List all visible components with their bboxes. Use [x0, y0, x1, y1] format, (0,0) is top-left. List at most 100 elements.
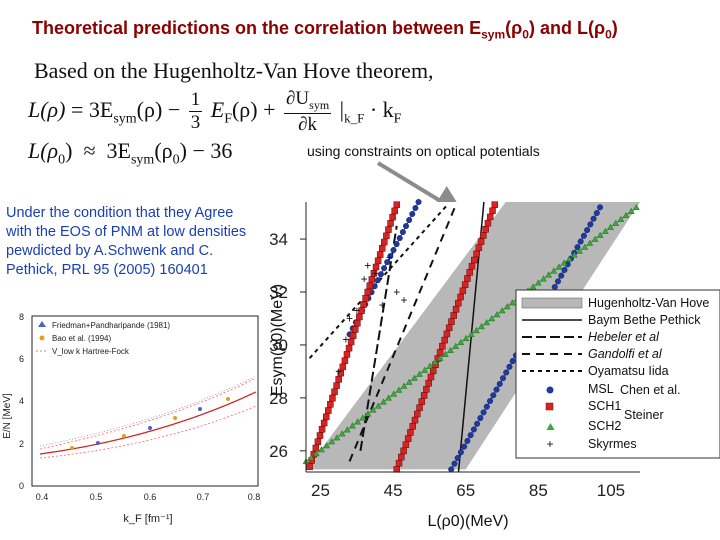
equation-2: L(ρ0) ≈ 3Esym(ρ0) − 36	[28, 138, 233, 168]
series-line-2	[348, 206, 456, 462]
data-point-triangle	[576, 247, 583, 254]
data-point-circle	[493, 386, 500, 393]
pointer-arrow	[376, 161, 466, 217]
inset-xtick: 0.7	[197, 492, 210, 502]
data-point-circle	[551, 284, 558, 291]
data-point-triangle	[534, 279, 542, 286]
data-point-circle	[574, 244, 581, 251]
y-tick-label: 30	[269, 336, 288, 355]
y-tick-label: 26	[269, 442, 288, 461]
data-point-triangle	[426, 362, 434, 369]
data-point-triangle	[380, 398, 387, 405]
data-point-circle	[597, 204, 604, 211]
inset-ytick: 6	[19, 354, 24, 364]
data-point-circle	[487, 397, 494, 404]
data-point-circle	[454, 454, 461, 461]
data-point-triangle	[473, 326, 480, 334]
data-point-triangle	[545, 271, 552, 278]
data-point-square	[402, 441, 410, 448]
data-point-circle	[448, 466, 455, 473]
skyrme-point: +	[371, 266, 378, 280]
data-point-square	[475, 244, 483, 251]
inset-ytick: 2	[19, 439, 24, 449]
data-point-circle	[483, 403, 490, 410]
legend-key-triangle	[546, 423, 555, 430]
data-point-triangle	[498, 307, 506, 314]
data-point-triangle	[571, 251, 578, 258]
inset-upper-band	[39, 377, 257, 450]
data-point-circle	[490, 392, 497, 399]
data-point-square	[312, 444, 320, 452]
data-point-square	[331, 388, 338, 396]
data-point-triangle	[478, 322, 485, 330]
data-point-circle	[561, 266, 568, 273]
legend-label: Baym Bethe Pethick	[588, 313, 701, 327]
data-point-circle	[381, 265, 388, 272]
inset-xlabel: k_F [fm⁻¹]	[123, 513, 172, 525]
data-point-square	[325, 407, 332, 414]
data-point-square	[411, 416, 419, 424]
data-point-triangle	[338, 430, 346, 437]
data-point-triangle	[416, 370, 423, 377]
data-point-circle	[406, 217, 413, 224]
data-point-circle	[384, 259, 391, 266]
data-point-square	[477, 238, 485, 245]
data-point-triangle	[405, 378, 413, 385]
inset-xtick: 0.5	[90, 492, 103, 502]
data-point-triangle	[369, 406, 377, 413]
inset-legend-label: V_low k Hartree-Fock	[52, 347, 130, 356]
data-point-circle	[499, 375, 506, 382]
data-point-triangle	[411, 374, 418, 381]
data-point-triangle	[581, 243, 589, 250]
data-point-circle	[587, 221, 594, 228]
data-point-circle	[477, 415, 484, 422]
inset-ytick: 8	[19, 312, 24, 322]
data-point-square	[314, 438, 322, 445]
data-point-circle	[451, 460, 458, 467]
data-point-square	[391, 207, 398, 215]
data-point-triangle	[374, 402, 382, 409]
data-point-square	[329, 394, 336, 402]
inset-xtick: 0.8	[248, 492, 261, 502]
skyrme-point: +	[353, 304, 360, 318]
data-point-square	[455, 299, 462, 307]
data-point-triangle	[431, 358, 439, 365]
data-point-square	[466, 269, 473, 276]
legend-key-circle	[546, 386, 554, 394]
data-point-triangle	[307, 454, 315, 461]
data-point-triangle	[529, 283, 537, 290]
data-point-square	[407, 429, 414, 436]
data-point-circle	[387, 253, 394, 260]
data-point-square	[376, 251, 384, 258]
data-point-triangle	[509, 299, 516, 306]
data-point-square	[414, 410, 421, 418]
data-point-square	[374, 257, 382, 265]
data-point-triangle	[447, 346, 454, 353]
data-point-square	[320, 419, 328, 427]
data-point-circle	[415, 198, 422, 205]
inset-chart: 0 2 4 6 8 0.4 0.5 0.6 0.7 0.8 E/N [MeV] …	[2, 312, 261, 525]
data-point-square	[333, 382, 340, 389]
data-point-triangle	[560, 259, 568, 266]
data-point-triangle	[385, 394, 392, 401]
legend-key-band	[521, 297, 583, 309]
inset-legend-label: Bao et al. (1994)	[52, 334, 111, 343]
inset-ylabel: E/N [MeV]	[2, 393, 13, 439]
data-point-triangle	[617, 215, 625, 222]
data-point-triangle	[364, 410, 372, 417]
data-point-square	[491, 201, 499, 208]
y-tick-label: 32	[269, 283, 288, 302]
data-point-circle	[509, 358, 516, 365]
inset-points	[70, 397, 230, 450]
data-point-square	[389, 213, 396, 221]
data-point-triangle	[565, 255, 573, 262]
data-point-square	[471, 256, 478, 264]
data-point-circle	[467, 432, 474, 439]
data-point-square	[439, 342, 446, 350]
annotation-steiner: Steiner	[624, 408, 664, 422]
data-point-square	[341, 357, 349, 364]
data-point-square	[393, 466, 401, 473]
data-point-triangle	[550, 267, 558, 274]
data-point-square	[484, 219, 492, 227]
